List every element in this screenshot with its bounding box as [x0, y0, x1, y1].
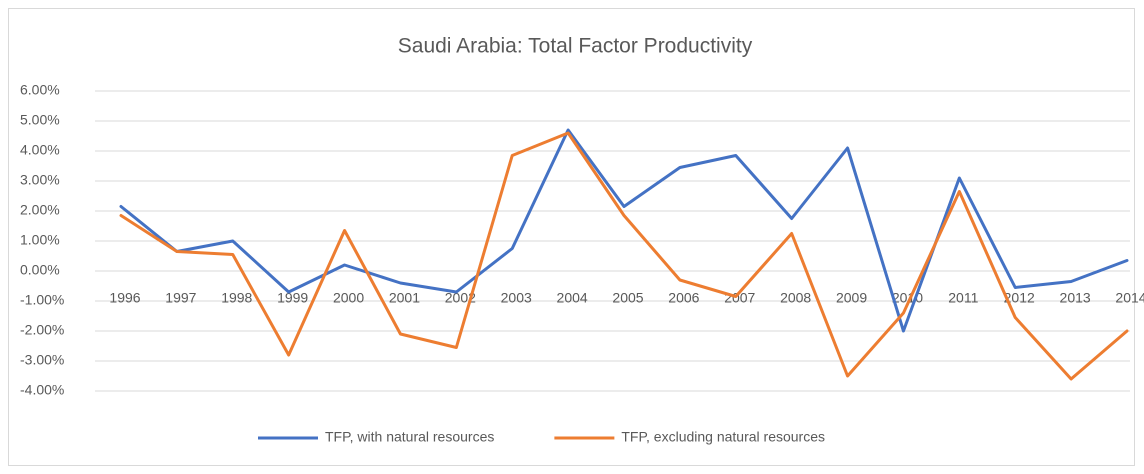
x-tick-label: 2011 [948, 290, 978, 306]
x-tick-label: 2006 [668, 290, 699, 306]
x-tick-label: 2005 [612, 290, 643, 306]
y-tick-label: -3.00% [20, 352, 64, 368]
y-tick-label: 2.00% [20, 202, 60, 218]
x-tick-label: 2008 [780, 290, 811, 306]
y-tick-label: -1.00% [20, 292, 64, 308]
x-tick-label: 2014 [1115, 290, 1144, 306]
x-tick-label: 2012 [1004, 290, 1035, 306]
chart-title: Saudi Arabia: Total Factor Productivity [398, 35, 753, 58]
y-tick-label: 3.00% [20, 172, 60, 188]
y-tick-label: 0.00% [20, 262, 60, 278]
x-tick-label: 1996 [109, 290, 140, 306]
y-tick-label: 1.00% [20, 232, 60, 248]
y-tick-label: -2.00% [20, 322, 64, 338]
y-tick-label: 5.00% [20, 112, 60, 128]
x-tick-label: 1999 [277, 290, 308, 306]
x-tick-label: 2001 [389, 290, 420, 306]
x-tick-label: 2009 [836, 290, 867, 306]
y-tick-label: -4.00% [20, 382, 64, 398]
legend-label: TFP, excluding natural resources [621, 429, 825, 445]
x-tick-label: 1998 [221, 290, 252, 306]
y-tick-label: 4.00% [20, 142, 60, 158]
x-tick-label: 2000 [333, 290, 364, 306]
y-tick-label: 6.00% [20, 82, 60, 98]
series-line [119, 128, 1129, 333]
x-tick-label: 1997 [165, 290, 196, 306]
x-tick-label: 2004 [557, 290, 588, 306]
legend-label: TFP, with natural resources [325, 429, 494, 445]
series-line [119, 131, 1129, 381]
x-tick-label: 2007 [724, 290, 755, 306]
x-tick-label: 2013 [1060, 290, 1091, 306]
x-tick-label: 2003 [501, 290, 532, 306]
chart-border [8, 8, 1135, 466]
